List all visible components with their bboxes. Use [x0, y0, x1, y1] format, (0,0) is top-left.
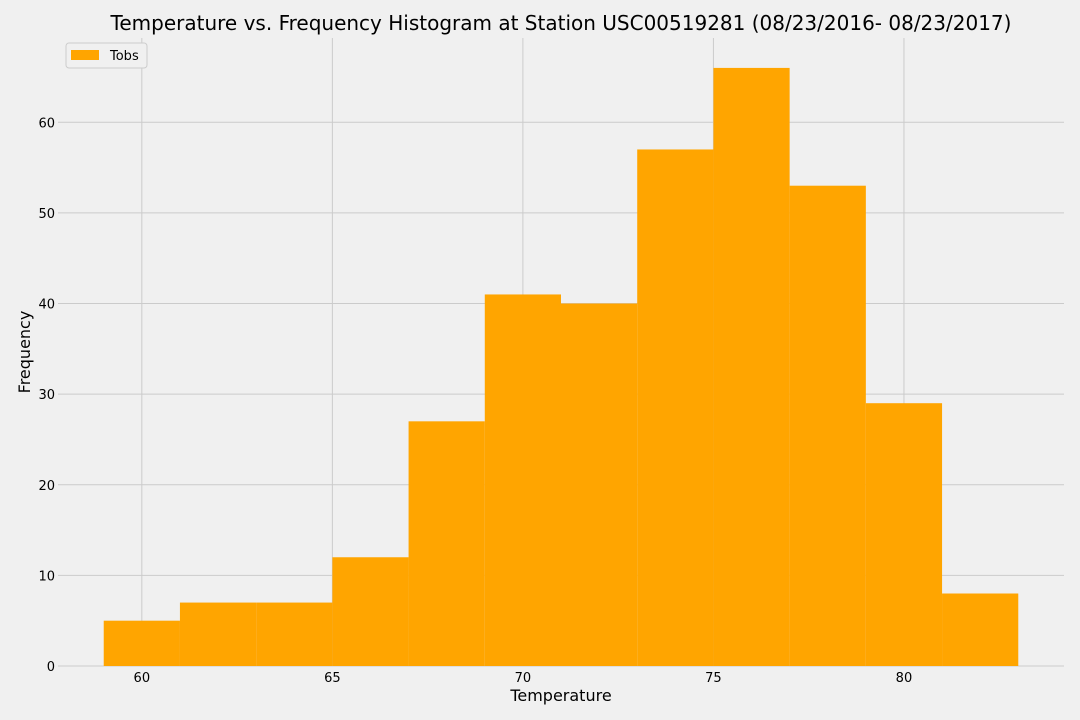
y-tick-label: 10 — [38, 569, 55, 584]
y-tick-label: 0 — [47, 660, 55, 675]
chart-title: Temperature vs. Frequency Histogram at S… — [110, 11, 1012, 35]
y-tick-label: 40 — [38, 298, 55, 313]
histogram-bar — [484, 294, 561, 666]
x-axis-label: Temperature — [509, 686, 611, 705]
histogram-bar — [561, 303, 638, 666]
histogram-bar — [789, 185, 866, 666]
histogram-bar — [179, 602, 257, 666]
histogram-bar — [332, 557, 409, 666]
legend[interactable]: Tobs — [65, 42, 148, 69]
histogram-bar — [942, 593, 1019, 666]
y-axis-ticks: 0 10 20 30 40 50 60 — [38, 116, 55, 675]
histogram-bar — [637, 149, 714, 666]
x-tick-label: 75 — [705, 671, 722, 686]
x-tick-label: 80 — [896, 671, 913, 686]
y-tick-label: 20 — [38, 479, 55, 494]
histogram-bars — [103, 67, 1019, 666]
y-tick-label: 30 — [38, 388, 55, 403]
histogram-bar — [713, 67, 790, 666]
histogram-bar — [408, 421, 485, 666]
y-axis-label: Frequency — [15, 311, 34, 394]
x-tick-label: 70 — [515, 671, 532, 686]
y-tick-label: 60 — [38, 116, 55, 131]
x-tick-label: 65 — [324, 671, 341, 686]
legend-swatch-tobs — [71, 50, 99, 60]
histogram-bar — [103, 620, 180, 666]
histogram-bar — [865, 403, 943, 666]
histogram-bar — [256, 602, 333, 666]
x-tick-label: 60 — [134, 671, 151, 686]
legend-label-tobs: Tobs — [109, 49, 139, 64]
legend-box — [65, 42, 148, 69]
x-axis-ticks: 60 65 70 75 80 — [134, 671, 913, 686]
y-tick-label: 50 — [38, 207, 55, 222]
